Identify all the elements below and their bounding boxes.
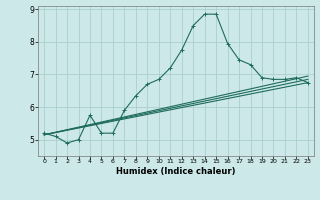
X-axis label: Humidex (Indice chaleur): Humidex (Indice chaleur) bbox=[116, 167, 236, 176]
